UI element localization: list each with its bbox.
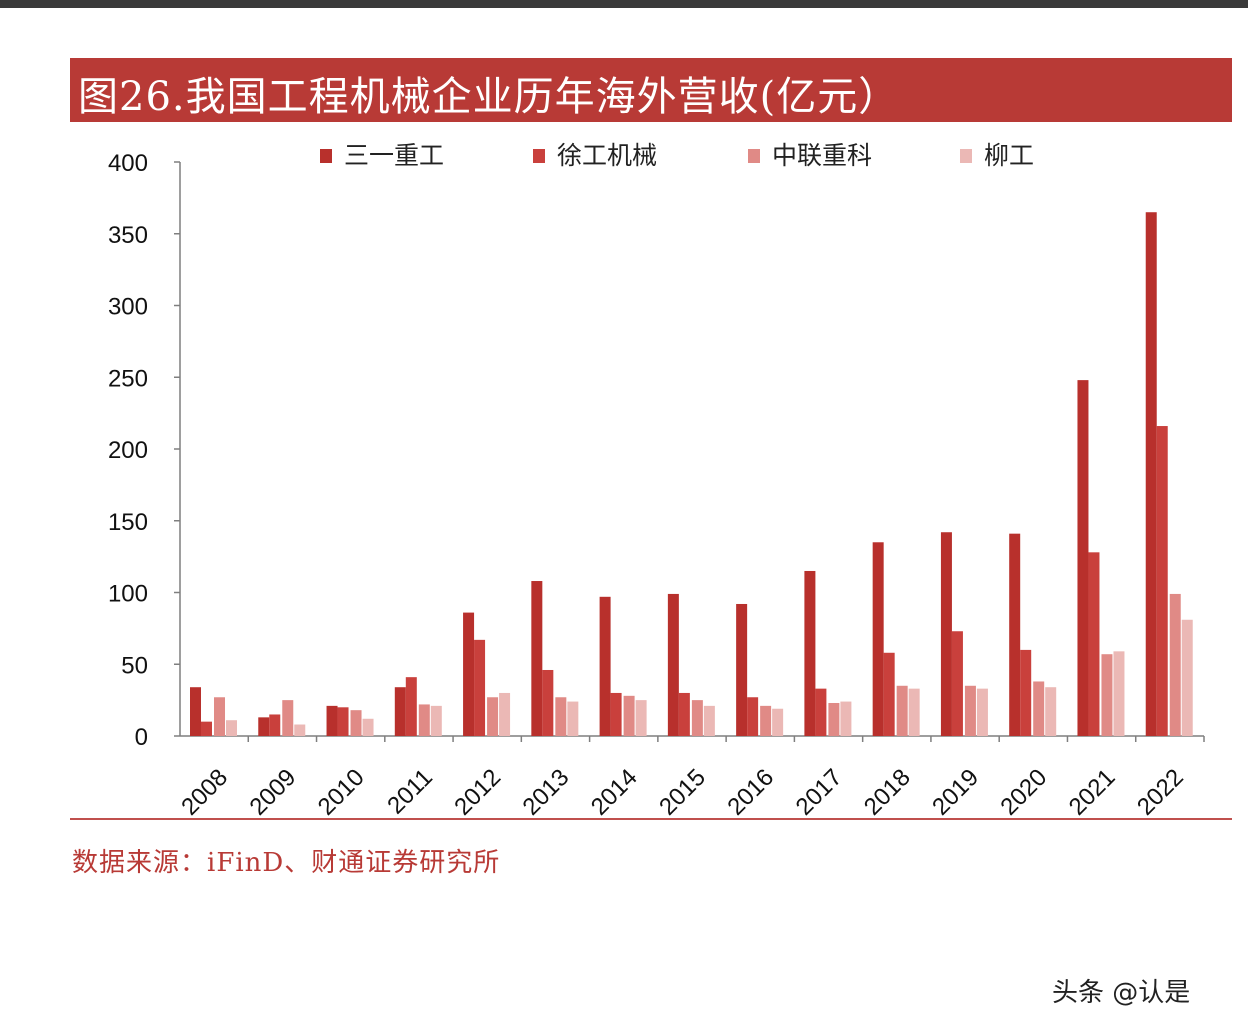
- bar-柳工-2012: [499, 692, 511, 736]
- bar-中联重科-2010: [350, 710, 362, 736]
- x-tick-label: 2015: [654, 764, 711, 821]
- x-tick-label: 2017: [791, 764, 848, 821]
- bar-柳工-2021: [1113, 651, 1125, 736]
- bar-柳工-2014: [635, 700, 647, 736]
- x-tick-label: 2013: [518, 764, 575, 821]
- bar-徐工机械-2020: [1020, 649, 1032, 736]
- y-tick-label: 350: [108, 222, 148, 249]
- legend-swatch-三一重工: [320, 149, 332, 163]
- x-tick-label: 2022: [1132, 764, 1189, 821]
- bar-中联重科-2014: [623, 695, 635, 736]
- bar-三一重工-2011: [394, 687, 406, 736]
- y-tick-label: 50: [121, 652, 148, 679]
- bar-柳工-2008: [226, 720, 237, 736]
- bar-徐工机械-2009: [269, 714, 281, 736]
- bar-柳工-2019: [976, 688, 988, 736]
- x-tick-label: 2009: [245, 764, 302, 821]
- x-tick-label: 2010: [313, 764, 370, 821]
- bar-中联重科-2015: [691, 700, 703, 736]
- bar-柳工-2018: [908, 688, 920, 736]
- bar-中联重科-2017: [828, 702, 840, 736]
- bar-三一重工-2020: [1009, 533, 1021, 736]
- bar-徐工机械-2008: [201, 721, 212, 736]
- top-strip: [0, 0, 1248, 8]
- x-tick-label: 2014: [586, 764, 643, 821]
- bar-三一重工-2019: [940, 532, 952, 736]
- bar-柳工-2009: [294, 724, 306, 736]
- bar-中联重科-2018: [896, 685, 908, 736]
- bar-徐工机械-2012: [474, 639, 486, 736]
- bar-中联重科-2019: [964, 685, 976, 736]
- bar-中联重科-2008: [214, 697, 225, 736]
- bar-柳工-2015: [703, 705, 715, 736]
- bar-柳工-2013: [567, 701, 579, 736]
- bar-中联重科-2016: [760, 705, 772, 736]
- bar-徐工机械-2019: [951, 631, 963, 736]
- bar-三一重工-2022: [1145, 212, 1157, 737]
- bar-三一重工-2013: [531, 581, 543, 736]
- divider-line: [70, 818, 1232, 820]
- title-bar: 图26.我国工程机械企业历年海外营收(亿元）: [70, 58, 1232, 122]
- legend-swatch-中联重科: [748, 149, 760, 163]
- bar-中联重科-2013: [555, 697, 567, 736]
- bar-三一重工-2010: [326, 705, 338, 736]
- chart-title: 图26.我国工程机械企业历年海外营收(亿元）: [78, 74, 900, 120]
- legend-swatch-徐工机械: [533, 149, 545, 163]
- watermark: 头条 @认是: [1052, 978, 1191, 1008]
- bar-徐工机械-2014: [610, 692, 622, 736]
- legend-label-中联重科: 中联重科: [772, 141, 872, 170]
- y-tick-label: 250: [108, 365, 148, 392]
- y-tick-label: 150: [108, 509, 148, 536]
- legend-label-柳工: 柳工: [984, 141, 1034, 170]
- bar-中联重科-2011: [418, 704, 430, 736]
- x-tick-label: 2021: [1064, 764, 1121, 821]
- legend-label-三一重工: 三一重工: [344, 141, 444, 170]
- bar-三一重工-2015: [667, 593, 679, 736]
- x-tick-label: 2016: [722, 764, 779, 821]
- bar-徐工机械-2021: [1088, 552, 1100, 736]
- y-tick-label: 0: [135, 724, 148, 751]
- bar-中联重科-2012: [487, 697, 499, 736]
- y-tick-label: 100: [108, 581, 148, 608]
- bar-中联重科-2022: [1169, 593, 1181, 736]
- bar-三一重工-2014: [599, 596, 611, 736]
- bar-中联重科-2020: [1033, 681, 1045, 736]
- bar-柳工-2011: [430, 705, 442, 736]
- bar-中联重科-2009: [282, 700, 294, 736]
- bar-柳工-2010: [362, 718, 374, 736]
- x-tick-label: 2012: [449, 764, 506, 821]
- bar-徐工机械-2017: [815, 688, 827, 736]
- bar-徐工机械-2015: [678, 692, 690, 736]
- y-tick-label: 300: [108, 294, 148, 321]
- bar-三一重工-2009: [258, 717, 270, 736]
- bar-三一重工-2018: [872, 542, 884, 736]
- bar-徐工机械-2018: [883, 652, 895, 736]
- legend-label-徐工机械: 徐工机械: [557, 141, 657, 170]
- x-tick-label: 2018: [859, 764, 916, 821]
- bar-三一重工-2017: [804, 570, 816, 736]
- x-tick-label: 2008: [176, 764, 233, 821]
- bar-三一重工-2012: [463, 612, 475, 736]
- legend-swatch-柳工: [960, 149, 972, 163]
- bar-三一重工-2008: [190, 687, 201, 736]
- y-tick-label: 200: [108, 437, 148, 464]
- bar-徐工机械-2022: [1156, 426, 1168, 736]
- bar-柳工-2016: [772, 708, 784, 736]
- bar-柳工-2022: [1181, 619, 1193, 736]
- bar-徐工机械-2016: [747, 697, 759, 736]
- bar-柳工-2020: [1045, 687, 1057, 736]
- bar-徐工机械-2011: [405, 677, 417, 736]
- bar-中联重科-2021: [1101, 654, 1113, 736]
- bar-柳工-2017: [840, 701, 852, 736]
- bar-徐工机械-2013: [542, 669, 554, 736]
- bar-三一重工-2016: [736, 603, 748, 736]
- source-note: 数据来源：iFinD、财通证券研究所: [72, 848, 501, 878]
- x-tick-label: 2020: [995, 764, 1052, 821]
- bar-三一重工-2021: [1077, 380, 1089, 736]
- x-tick-label: 2019: [927, 764, 984, 821]
- bar-徐工机械-2010: [337, 707, 349, 736]
- x-tick-label: 2011: [382, 764, 438, 820]
- y-tick-label: 400: [108, 150, 148, 177]
